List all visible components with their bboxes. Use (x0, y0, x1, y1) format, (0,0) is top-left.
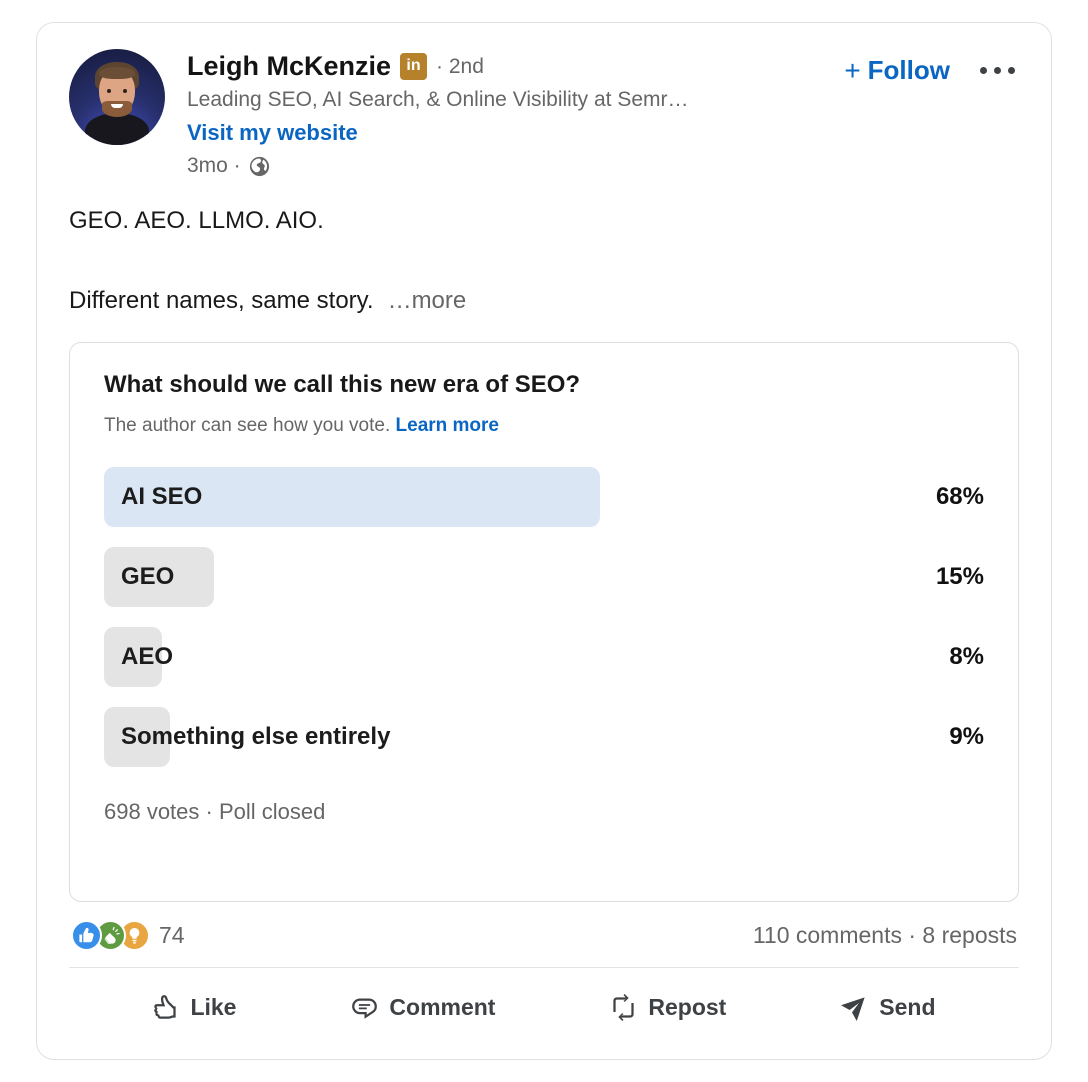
globe-public-icon (249, 156, 269, 176)
send-label: Send (879, 994, 936, 1020)
identity-block: Leigh McKenzie in · 2nd Leading SEO, AI … (187, 49, 844, 178)
repost-arrows-icon (613, 994, 635, 1021)
follow-label: Follow (867, 55, 950, 85)
poll-option-percent: 8% (949, 643, 984, 670)
like-thumb-icon (71, 920, 102, 951)
avatar-smile (111, 104, 123, 108)
learn-more-link[interactable]: Learn more (395, 415, 499, 436)
header-actions: + Follow (844, 49, 1019, 86)
poll-card: What should we call this new era of SEO?… (69, 342, 1019, 902)
poll-option-percent: 68% (935, 483, 984, 510)
poll-option: AI SEO 68% (104, 467, 986, 527)
repost-label: Repost (648, 994, 727, 1020)
celebrate-clap-icon (95, 920, 126, 951)
poll-option-label: Something else entirely (121, 723, 391, 750)
poll-result-bar (104, 467, 600, 527)
poll-result-bar (104, 707, 170, 767)
linkedin-post-card: Leigh McKenzie in · 2nd Leading SEO, AI … (36, 22, 1052, 1060)
post-text: Different names, same story. (69, 287, 374, 314)
avatar[interactable] (69, 49, 165, 145)
repost-button[interactable]: Repost (600, 978, 736, 1037)
poll-option: Something else entirely 9% (104, 707, 986, 767)
poll-option-percent: 9% (949, 723, 984, 750)
post-header: Leigh McKenzie in · 2nd Leading SEO, AI … (69, 49, 1019, 178)
send-button[interactable]: Send (831, 978, 945, 1037)
poll-option-label: AEO (121, 643, 174, 670)
poll-option-label: AI SEO (121, 483, 203, 510)
plus-icon: + (844, 54, 861, 86)
connection-degree: · 2nd (436, 54, 484, 78)
divider (69, 967, 1019, 968)
send-plane-icon (841, 997, 865, 1021)
actor-name[interactable]: Leigh McKenzie (187, 51, 392, 81)
ellipsis-menu-icon[interactable] (976, 55, 1019, 86)
poll-result-bar (104, 547, 214, 607)
post-age: 3mo · (187, 154, 241, 177)
website-link[interactable]: Visit my website (187, 120, 358, 145)
post-text-line2: Different names, same story. …more (69, 286, 1019, 316)
avatar-shirt (85, 113, 149, 145)
reactions-summary[interactable]: 74 (71, 920, 185, 951)
poll-option-label: GEO (121, 563, 175, 590)
reactions-count: 74 (159, 922, 185, 948)
comment-label: Comment (389, 994, 496, 1020)
poll-question: What should we call this new era of SEO? (104, 371, 581, 398)
post-body: GEO. AEO. LLMO. AIO. Different names, sa… (69, 206, 1019, 316)
avatar-eye (107, 89, 111, 93)
poll-disclaimer: The author can see how you vote. Learn m… (104, 415, 986, 437)
action-bar: Like Comment Repost Send (69, 968, 1019, 1037)
comment-bubble-icon (352, 998, 378, 1019)
social-proof-row: 74 110 comments · 8 reposts (69, 920, 1019, 951)
poll-disclaimer-text: The author can see how you vote. (104, 415, 391, 436)
poll-options: AI SEO 68% GEO 15% AEO 8% Something else… (104, 467, 986, 767)
comments-reposts-count[interactable]: 110 comments · 8 reposts (752, 922, 1017, 948)
avatar-fringe (99, 67, 135, 79)
name-row: Leigh McKenzie in · 2nd (187, 51, 844, 82)
post-text-line1: GEO. AEO. LLMO. AIO. (69, 207, 324, 234)
poll-option: AEO 8% (104, 627, 986, 687)
poll-votes-status: 698 votes · Poll closed (104, 799, 326, 824)
poll-result-bar (104, 627, 162, 687)
thumbs-up-icon (154, 995, 177, 1019)
poll-option: GEO 15% (104, 547, 986, 607)
linkedin-premium-badge-icon: in (400, 53, 428, 80)
like-label: Like (190, 994, 237, 1020)
comment-button[interactable]: Comment (341, 978, 505, 1037)
poll-option-percent: 15% (935, 563, 984, 590)
actor-headline: Leading SEO, AI Search, & Online Visibil… (187, 88, 689, 111)
avatar-eye (123, 89, 127, 93)
follow-button[interactable]: + Follow (844, 55, 950, 86)
post-meta-row: 3mo · (187, 154, 844, 178)
avatar-beard (102, 101, 132, 117)
like-button[interactable]: Like (142, 978, 246, 1037)
see-more-link[interactable]: …more (387, 287, 467, 314)
